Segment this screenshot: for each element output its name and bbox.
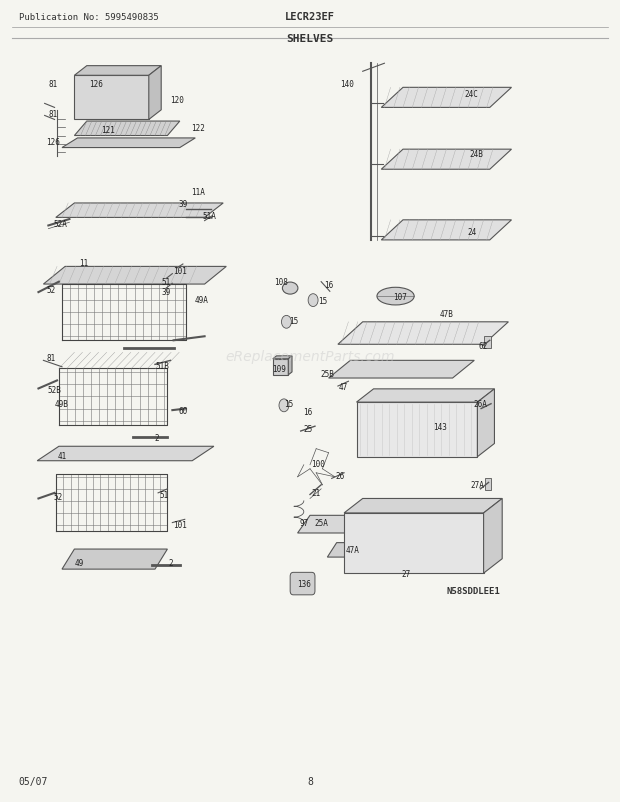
Polygon shape	[381, 221, 512, 241]
Text: 24B: 24B	[469, 149, 483, 159]
Circle shape	[308, 294, 318, 307]
Ellipse shape	[283, 282, 298, 294]
Text: 26A: 26A	[474, 399, 487, 409]
Text: 49B: 49B	[55, 399, 69, 409]
Text: 15: 15	[318, 296, 327, 306]
Text: 51A: 51A	[203, 212, 216, 221]
Polygon shape	[381, 150, 512, 170]
Text: N58SDDLEE1: N58SDDLEE1	[446, 586, 500, 595]
Text: 27A: 27A	[471, 480, 484, 490]
Text: 81: 81	[48, 109, 57, 119]
Polygon shape	[329, 361, 474, 379]
Polygon shape	[62, 139, 195, 148]
Text: 41: 41	[58, 451, 66, 460]
Text: 51B: 51B	[156, 361, 169, 371]
Text: 2: 2	[154, 433, 159, 443]
Text: 108: 108	[274, 277, 288, 287]
Text: 62: 62	[479, 342, 488, 351]
Text: 52A: 52A	[53, 220, 67, 229]
Polygon shape	[344, 513, 484, 573]
Text: 52: 52	[47, 286, 56, 295]
Polygon shape	[74, 122, 180, 136]
Text: 100: 100	[311, 459, 325, 468]
Text: 15: 15	[285, 399, 293, 409]
Text: 25: 25	[304, 424, 312, 434]
Polygon shape	[56, 204, 223, 218]
Bar	[485, 479, 491, 491]
Text: 26: 26	[335, 472, 344, 481]
Ellipse shape	[377, 288, 414, 306]
FancyBboxPatch shape	[290, 573, 315, 595]
Text: 11: 11	[79, 258, 88, 268]
Text: 39: 39	[162, 287, 170, 297]
Text: 109: 109	[272, 364, 286, 374]
Text: 2: 2	[168, 558, 173, 568]
Text: 15: 15	[289, 316, 298, 326]
Text: LECR23EF: LECR23EF	[285, 13, 335, 22]
Polygon shape	[43, 267, 226, 285]
Text: 27: 27	[402, 569, 410, 578]
Text: 60: 60	[179, 406, 187, 415]
Text: SHELVES: SHELVES	[286, 34, 334, 43]
Polygon shape	[477, 390, 495, 457]
Text: 47: 47	[339, 382, 347, 391]
Text: 49: 49	[75, 558, 84, 568]
Text: 47B: 47B	[440, 310, 453, 319]
Polygon shape	[74, 76, 149, 120]
Text: 101: 101	[173, 266, 187, 276]
Text: 24C: 24C	[464, 90, 478, 99]
Text: 8: 8	[307, 776, 313, 786]
Polygon shape	[149, 67, 161, 120]
Text: 11A: 11A	[192, 188, 205, 197]
Text: 81: 81	[48, 79, 57, 89]
Text: 24: 24	[468, 228, 477, 237]
Text: 81: 81	[47, 353, 56, 363]
Text: 97: 97	[299, 518, 308, 528]
Polygon shape	[62, 549, 167, 569]
Circle shape	[279, 399, 289, 412]
Text: 136: 136	[297, 579, 311, 589]
Text: 25A: 25A	[314, 518, 328, 528]
Text: 49A: 49A	[195, 295, 208, 305]
Polygon shape	[356, 390, 495, 403]
Polygon shape	[356, 403, 477, 457]
Polygon shape	[74, 67, 161, 76]
Text: 05/07: 05/07	[19, 776, 48, 786]
Text: 25B: 25B	[321, 369, 334, 379]
Text: 126: 126	[46, 138, 60, 148]
Polygon shape	[344, 499, 502, 513]
Polygon shape	[381, 88, 512, 108]
Text: 51: 51	[160, 490, 169, 500]
Text: 101: 101	[173, 520, 187, 529]
Text: 143: 143	[433, 422, 447, 431]
Circle shape	[281, 316, 291, 329]
Text: 16: 16	[303, 407, 312, 417]
Polygon shape	[273, 356, 292, 359]
Text: 16: 16	[324, 280, 333, 290]
Polygon shape	[37, 447, 214, 461]
Polygon shape	[288, 356, 292, 375]
Text: 52: 52	[53, 492, 62, 502]
Polygon shape	[484, 499, 502, 573]
Polygon shape	[273, 359, 288, 375]
Text: 140: 140	[340, 79, 354, 89]
Polygon shape	[338, 322, 508, 345]
Text: 107: 107	[393, 292, 407, 302]
Text: 39: 39	[179, 200, 187, 209]
Polygon shape	[298, 516, 397, 533]
Text: 126: 126	[89, 79, 103, 89]
Text: 51: 51	[162, 277, 170, 287]
Text: 120: 120	[170, 95, 184, 105]
Bar	[484, 337, 491, 349]
Text: eReplacementParts.com: eReplacementParts.com	[225, 350, 395, 364]
Text: Publication No: 5995490835: Publication No: 5995490835	[19, 14, 158, 22]
Text: 47A: 47A	[345, 545, 359, 554]
Text: 21: 21	[312, 488, 321, 497]
Text: 121: 121	[102, 125, 115, 135]
Polygon shape	[327, 543, 386, 557]
Text: 122: 122	[192, 124, 205, 133]
Text: 52B: 52B	[48, 385, 61, 395]
